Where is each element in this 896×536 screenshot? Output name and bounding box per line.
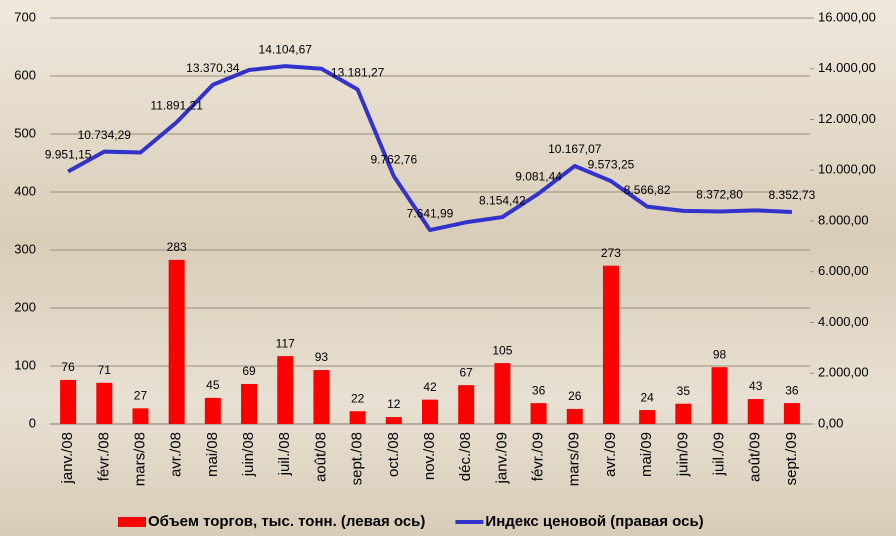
bar <box>350 411 366 424</box>
bar <box>60 380 76 424</box>
x-tick-label: sept./08 <box>349 432 366 485</box>
bar-value-label: 76 <box>61 360 75 374</box>
bar <box>531 403 547 424</box>
x-tick-label: mai/09 <box>638 432 655 477</box>
bar-value-label: 42 <box>423 380 437 394</box>
x-tick-label: janv./08 <box>59 432 76 484</box>
bar <box>675 404 691 424</box>
line-value-label: 8.352,73 <box>769 188 816 202</box>
bar <box>169 260 185 424</box>
bar <box>458 385 474 424</box>
bar <box>784 403 800 424</box>
x-tick-label: juin/09 <box>674 432 691 477</box>
x-tick-label: sept./09 <box>783 432 800 485</box>
line-value-label: 14.104,67 <box>259 42 313 56</box>
bar <box>132 408 148 424</box>
line-value-label: 8.372,80 <box>696 188 743 202</box>
x-tick-label: oct./08 <box>385 432 402 477</box>
bar-value-label: 27 <box>134 389 148 403</box>
x-tick-label: mars/08 <box>131 432 148 486</box>
bar <box>277 356 293 424</box>
bar-value-label: 105 <box>492 343 512 357</box>
bar <box>422 400 438 424</box>
line-value-label: 10.167,07 <box>548 142 602 156</box>
bar-value-label: 22 <box>351 391 365 405</box>
x-tick-label: avr./09 <box>602 432 619 477</box>
x-tick-label: nov./08 <box>421 432 438 480</box>
y-tick-label: 400 <box>14 183 36 198</box>
bar <box>386 417 402 424</box>
y-tick-label: 700 <box>14 9 36 24</box>
x-tick-label: juin/08 <box>240 432 257 477</box>
y2-tick-label: 4.000,00 <box>818 314 869 329</box>
y2-tick-label: 14.000,00 <box>818 60 876 75</box>
y-tick-label: 600 <box>14 67 36 82</box>
x-tick-label: févr./09 <box>530 432 547 481</box>
bar <box>494 363 510 424</box>
y2-tick-label: 12.000,00 <box>818 111 876 126</box>
bar <box>313 370 329 424</box>
line-value-label: 10.734,29 <box>78 128 132 142</box>
line-value-label: 8.154,42 <box>479 193 526 207</box>
x-tick-label: juil./08 <box>276 432 293 476</box>
y2-tick-label: 10.000,00 <box>818 162 876 177</box>
line-value-label: 8.566,82 <box>624 183 671 197</box>
y2-tick-label: 8.000,00 <box>818 212 869 227</box>
line-value-label: 9.951,15 <box>45 148 92 162</box>
x-tick-label: janv./09 <box>493 432 510 484</box>
bar-value-label: 71 <box>98 363 112 377</box>
bar <box>748 399 764 424</box>
bar-value-label: 36 <box>785 383 799 397</box>
x-tick-label: mai/08 <box>204 432 221 477</box>
bar-value-label: 93 <box>315 350 329 364</box>
line-value-label: 9.762,76 <box>370 152 417 166</box>
chart: 0 100 200 300 400 500 600 700 0,00 2.000,00 4.000,… <box>0 0 896 536</box>
bar <box>603 266 619 424</box>
bar-value-label: 273 <box>601 246 621 260</box>
bar-value-label: 67 <box>460 365 474 379</box>
bar-value-label: 35 <box>677 384 691 398</box>
x-tick-label: déc./08 <box>457 432 474 481</box>
line-value-label: 7.641,99 <box>407 206 454 220</box>
bar <box>205 398 221 424</box>
bar-value-label: 36 <box>532 383 546 397</box>
bar-value-label: 24 <box>640 390 654 404</box>
line-value-label: 9.081,44 <box>515 170 562 184</box>
bar <box>567 409 583 424</box>
bar <box>712 367 728 424</box>
legend-swatch <box>118 517 146 527</box>
y2-tick-label: 0,00 <box>818 415 843 430</box>
line-value-label: 13.181,27 <box>331 66 385 80</box>
bar-value-label: 26 <box>568 389 582 403</box>
bar-value-label: 98 <box>713 347 727 361</box>
line-value-label: 11.891,21 <box>150 98 203 112</box>
y2-tick-label: 16.000,00 <box>818 9 876 24</box>
x-tick-label: juil./09 <box>710 432 727 476</box>
x-tick-label: mars/09 <box>566 432 583 486</box>
bar-value-label: 45 <box>206 378 220 392</box>
y2-tick-label: 6.000,00 <box>818 263 869 278</box>
bar <box>639 410 655 424</box>
x-tick-label: août/09 <box>747 432 764 482</box>
bar-value-label: 43 <box>749 379 763 393</box>
y2-tick-label: 2.000,00 <box>818 365 869 380</box>
x-tick-label: avr./08 <box>168 432 185 477</box>
y-tick-label: 200 <box>14 299 36 314</box>
y-tick-label: 0 <box>29 415 36 430</box>
line-value-label: 9.573,25 <box>588 157 635 171</box>
line-value-label: 13.370,34 <box>186 61 240 75</box>
bar-value-label: 283 <box>167 240 187 254</box>
bar-value-label: 117 <box>276 336 295 350</box>
y-tick-label: 300 <box>14 241 36 256</box>
legend-label: Объем торгов, тыс. тонн. (левая ось) <box>148 513 425 530</box>
bar <box>241 384 257 424</box>
x-tick-label: août/08 <box>312 432 329 482</box>
x-tick-label: févr./08 <box>95 432 112 481</box>
bar-value-label: 69 <box>242 364 256 378</box>
bar <box>96 383 112 424</box>
y-tick-label: 100 <box>14 357 36 372</box>
legend-label: Индекс ценовой (правая ось) <box>485 513 703 530</box>
y-tick-label: 500 <box>14 125 36 140</box>
bar-value-label: 12 <box>387 397 401 411</box>
